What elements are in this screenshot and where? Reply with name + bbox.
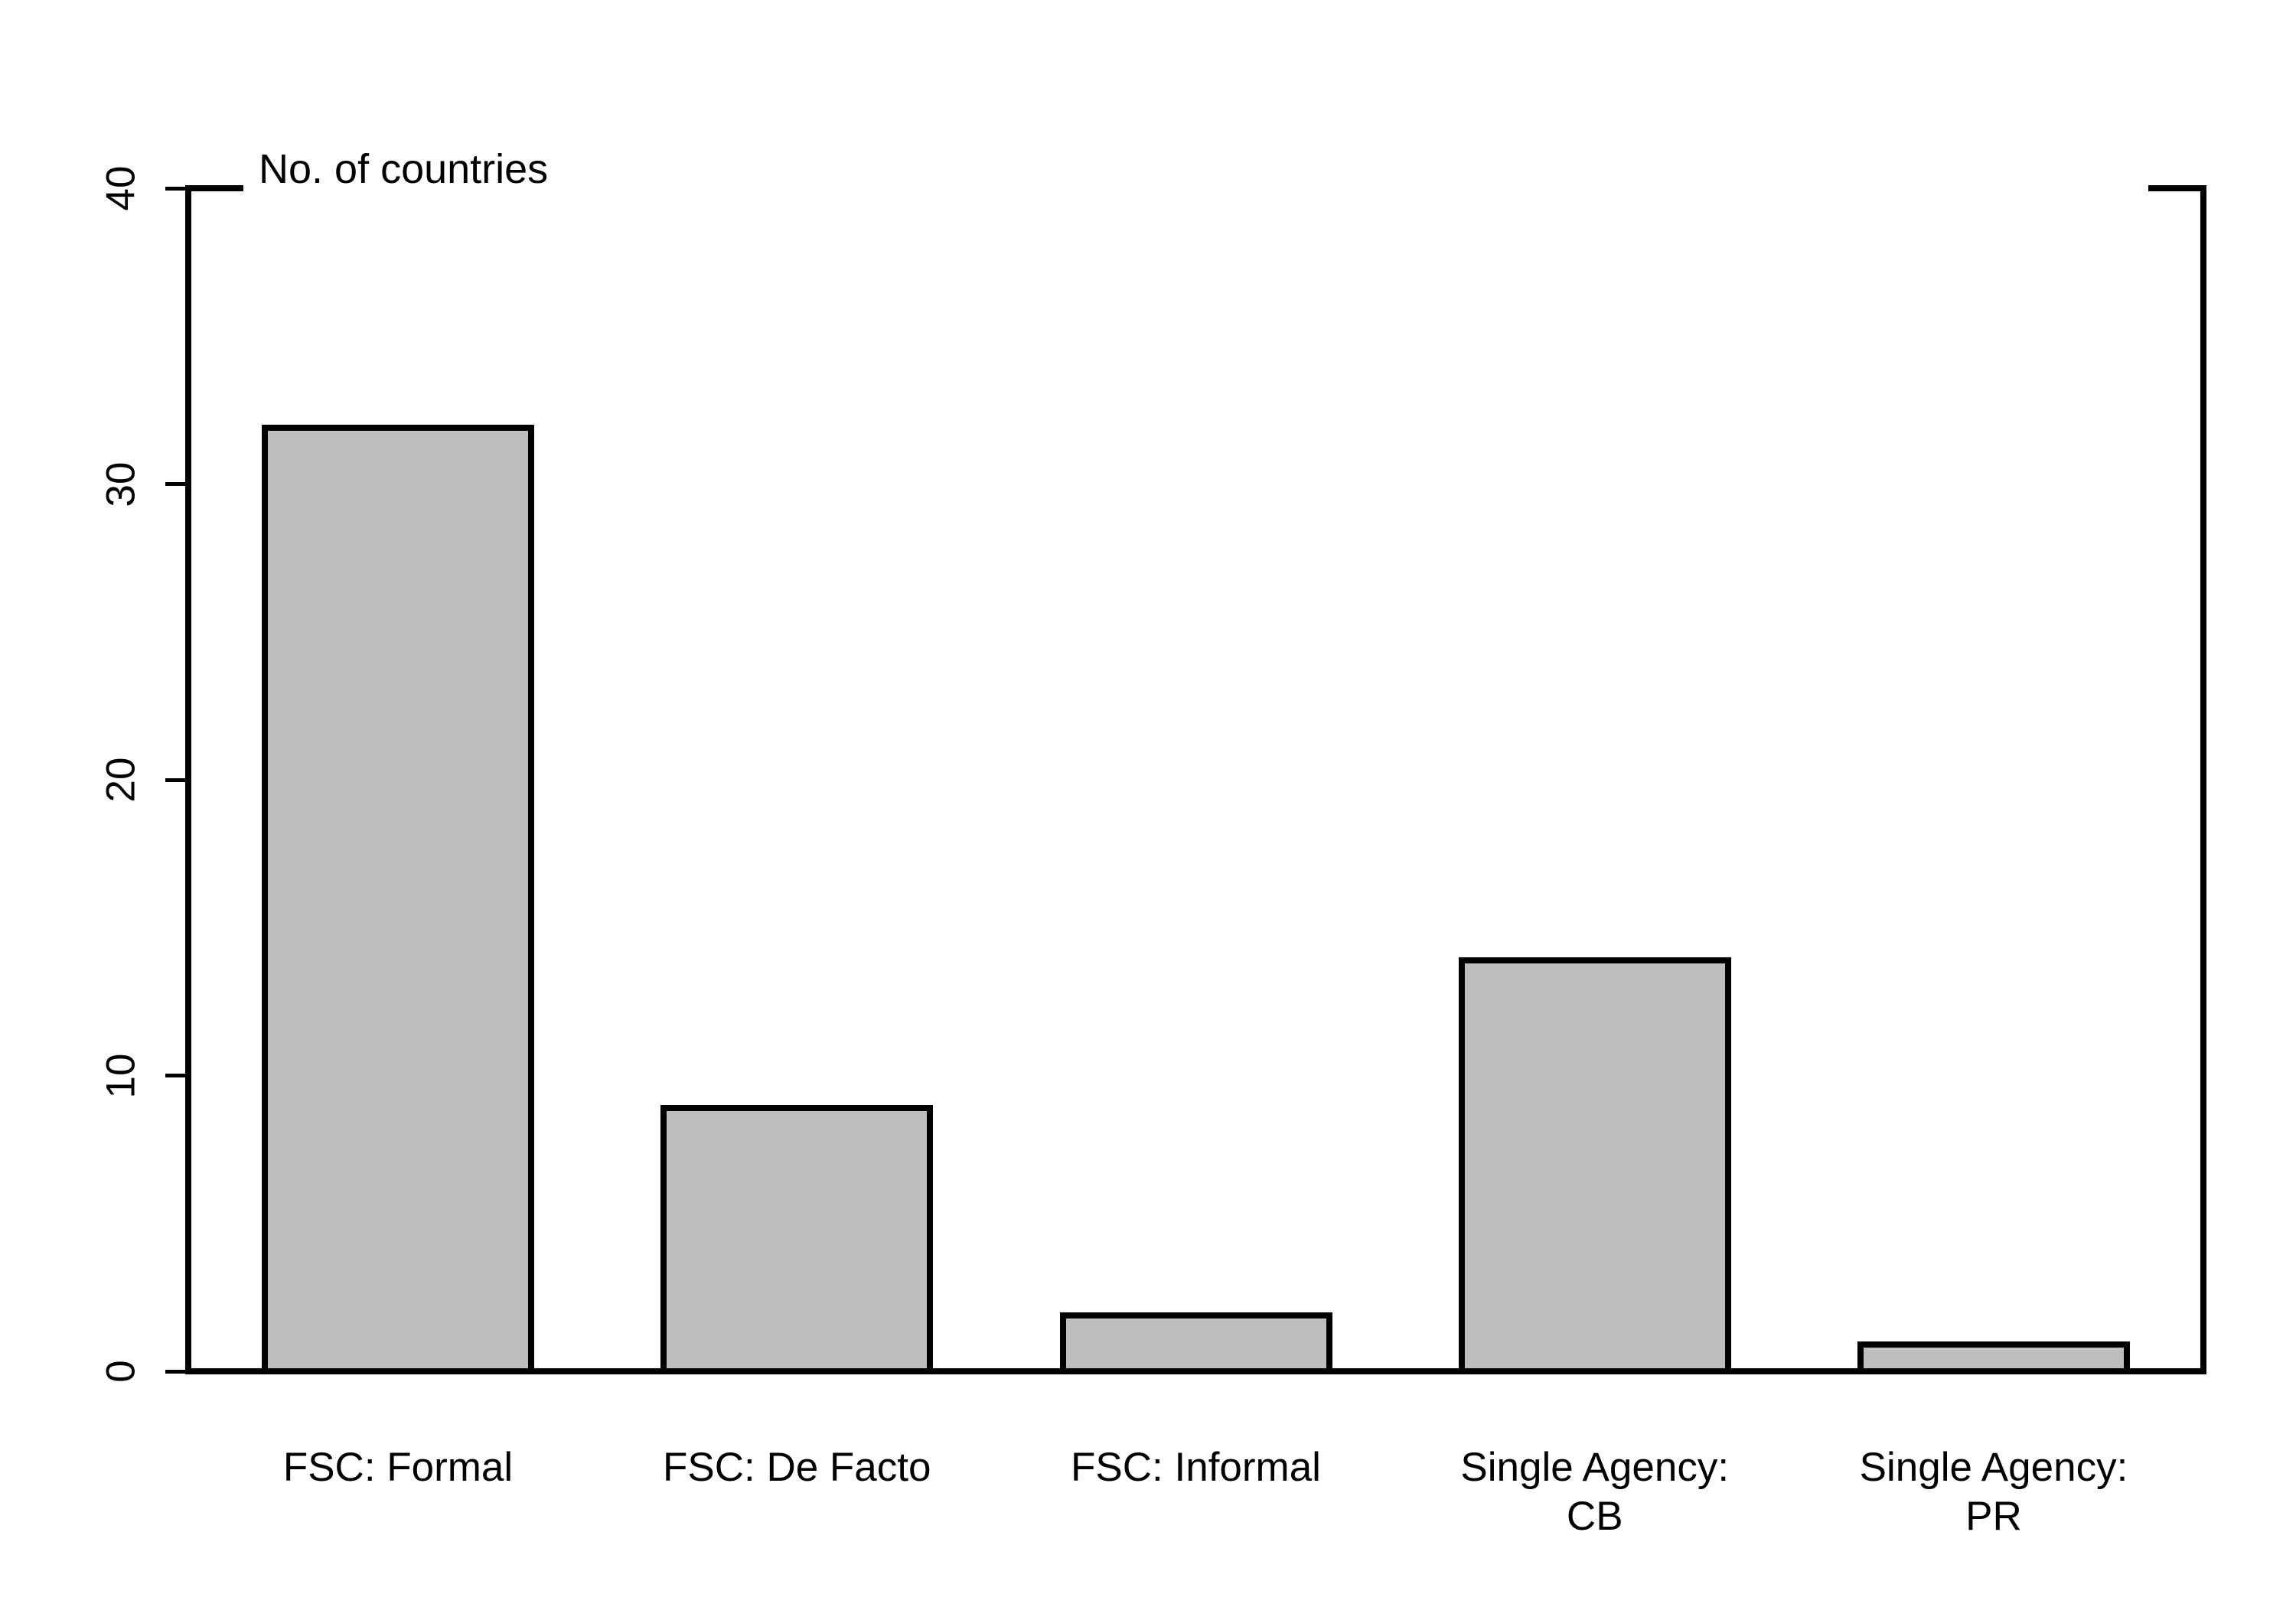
y-axis-line xyxy=(185,185,191,1374)
y-axis-tick-label: 40 xyxy=(98,165,144,211)
x-axis-label: Single Agency: CB xyxy=(1460,1445,1730,1539)
y-axis-tick-label: 0 xyxy=(98,1360,144,1383)
x-axis-label: FSC: Formal xyxy=(282,1445,514,1490)
y-axis-tick xyxy=(165,1074,188,1077)
bar xyxy=(660,1105,934,1374)
bar xyxy=(262,425,534,1374)
top-left-bracket xyxy=(185,185,243,191)
right-axis-line xyxy=(2200,185,2206,1374)
x-axis-label: FSC: Informal xyxy=(1071,1445,1321,1490)
y-axis-title: No. of countries xyxy=(259,146,549,192)
y-axis-tick-label: 10 xyxy=(98,1053,144,1098)
bar xyxy=(1059,1312,1332,1374)
y-axis-tick xyxy=(165,186,188,191)
y-axis-tick-label: 20 xyxy=(98,757,144,803)
y-axis-tick-label: 30 xyxy=(98,461,144,507)
bar xyxy=(1857,1341,2130,1374)
top-right-bracket xyxy=(2148,185,2206,191)
y-axis-tick xyxy=(165,482,188,486)
bar xyxy=(1458,957,1731,1374)
x-axis-label: FSC: De Facto xyxy=(663,1445,931,1490)
y-axis-tick xyxy=(165,777,188,782)
y-axis-tick xyxy=(165,1369,188,1374)
x-axis-label: Single Agency: PR xyxy=(1859,1445,2128,1539)
